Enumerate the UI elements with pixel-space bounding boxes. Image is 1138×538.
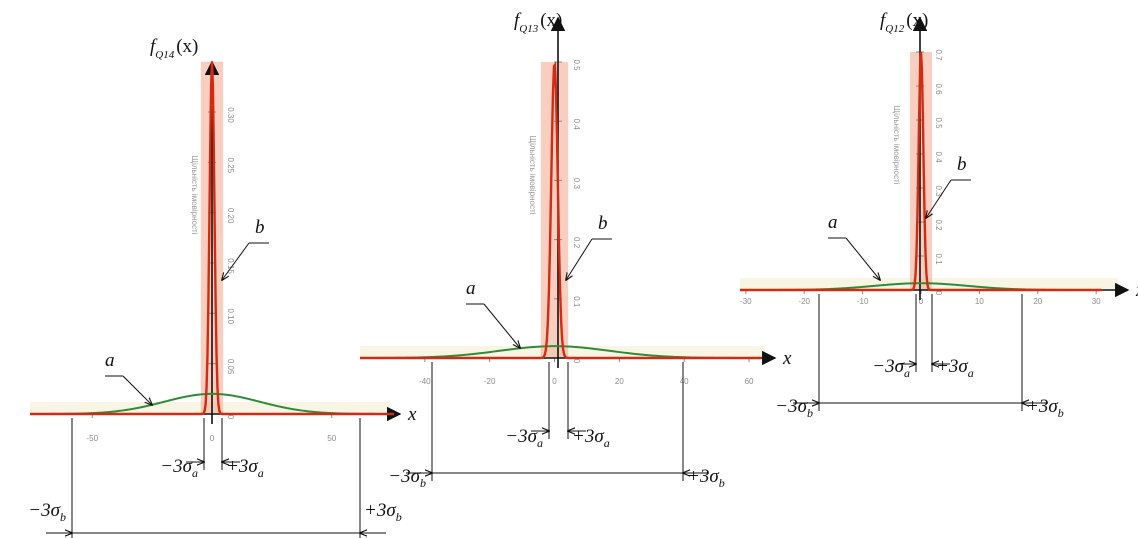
density-panel-q13: 0 0.1 0.2 0.3 0.4 0.5 Щільність імовірності -40… [360,10,792,490]
x-tick-label: -10 [857,297,869,306]
function-title: fQ12 (x) [880,10,928,35]
function-f: f [880,10,888,31]
minus-3sigma-b: −3σb [388,466,426,490]
x-tick-label: 60 [745,377,754,386]
curve-b-highlight [909,52,933,290]
series-curve-b [30,61,394,416]
y-tick-label: 0.5 [934,117,943,129]
y-tick-label: 0.3 [572,178,581,190]
y-tick-label: 0.3 [934,185,943,197]
function-subscript: Q12 [885,23,904,35]
function-arg: (x) [540,10,562,31]
x-axis-label: x [1135,280,1138,301]
minus-3sigma-a: −3σa [160,456,198,480]
y-tick-label: 0.05 [226,359,235,375]
y-tick-label: 0.2 [572,237,581,249]
x-tick-label: -40 [419,377,431,386]
label-a: a [105,350,115,371]
x-axis-label: x [782,348,792,369]
y-tick-label: 0 [226,415,235,420]
x-tick-label: 0 [919,297,924,306]
density-panel-q12: 0 0.1 0.2 0.3 0.4 0.5 0.6 0.7 Щільність імовірно… [740,10,1138,420]
function-subscript: Q14 [155,49,174,61]
function-arg: (x) [176,36,198,57]
minus-3sigma-b: −3σb [28,500,66,524]
series-curve-b [740,51,1102,292]
minus-3sigma-b: −3σb [775,396,813,420]
function-f: f [514,10,522,31]
x-tick-label: 20 [615,377,624,386]
x-tick-label: 50 [327,434,336,443]
label-b: b [255,217,265,238]
y-tick-label: 0.1 [572,296,581,308]
minus-3sigma-a: −3σa [505,426,543,450]
label-b: b [598,213,608,234]
label-a: a [828,212,838,233]
function-subscript: Q13 [519,23,538,35]
y-tick-label: 0.10 [226,309,235,325]
y-tick-label: 0.15 [226,258,235,274]
y-tick-label: 0.7 [934,49,943,61]
function-title: fQ13 (x) [514,10,562,35]
label-a: a [466,278,476,299]
label-b-pointer [926,179,952,218]
x-tick-label: 0 [210,434,215,443]
x-tick-label: 0 [552,377,557,386]
y-tick-label: 0.5 [572,59,581,71]
label-b-pointer [222,242,250,280]
label-a-pointer [845,237,880,280]
y-axis-title: Щільність імовірності [528,136,537,215]
function-title: fQ14 (x) [150,36,198,61]
plus-3sigma-a: +3σa [226,456,264,480]
x-tick-label: -20 [798,297,810,306]
x-tick-label: 10 [975,297,984,306]
label-b-pointer [566,238,593,280]
function-arg: (x) [906,10,928,31]
plus-3sigma-a: +3σa [936,356,974,380]
label-a-pointer [483,303,520,348]
plus-3sigma-b: +3σb [687,466,725,490]
plus-3sigma-a: +3σa [572,426,610,450]
curve-b-highlight [540,62,569,358]
y-tick-label: 0.25 [226,158,235,174]
label-b: b [957,154,967,175]
function-f: f [150,36,158,57]
x-tick-label: -30 [740,297,752,306]
x-tick-label: 40 [680,377,689,386]
x-tick-label: -50 [86,434,98,443]
plus-3sigma-b: +3σb [364,500,402,524]
y-tick-label: 0.2 [934,219,943,231]
y-tick-label: 0 [572,359,581,364]
y-tick-label: 0.4 [934,151,943,163]
y-tick-label: 0.20 [226,208,235,224]
series-curve-b [360,61,762,360]
minus-3sigma-a: −3σa [872,356,910,380]
x-tick-label: 30 [1092,297,1101,306]
x-tick-label: 20 [1033,297,1042,306]
y-tick-label: 0.1 [934,253,943,265]
y-tick-label: 0 [934,291,943,296]
y-tick-label: 0.4 [572,119,581,131]
y-axis-title: Щільність імовірності [190,156,199,235]
x-axis-label: x [407,404,417,425]
plus-3sigma-b: +3σb [1026,396,1064,420]
y-axis-title: Щільність імовірності [892,106,901,185]
y-tick-label: 0.6 [934,83,943,95]
density-panel-q14: 0 0.05 0.10 0.15 0.20 0.25 0.30 Щільність імові… [28,36,417,538]
label-a-pointer [122,375,152,405]
y-tick-label: 0.30 [226,107,235,123]
x-tick-label: -20 [484,377,496,386]
